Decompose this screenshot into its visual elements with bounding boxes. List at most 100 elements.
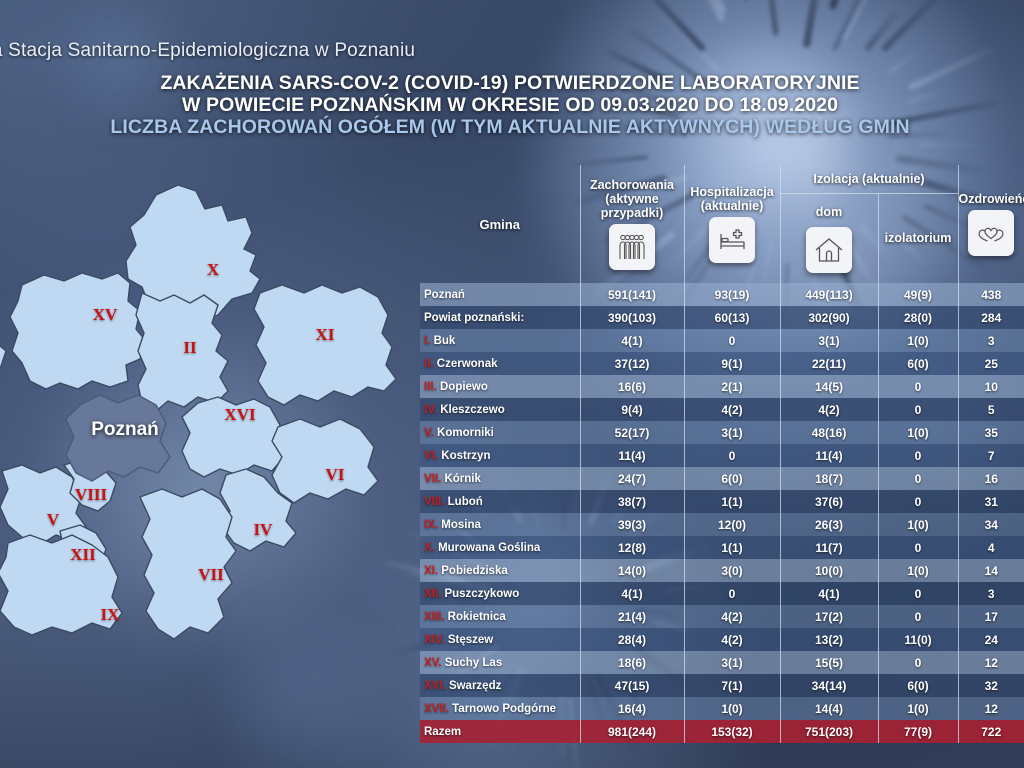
table-row: V. Komorniki 52(17) 3(1) 48(16) 1(0) 35 — [420, 421, 1024, 444]
cell-izolacja-dom: 34(14) — [779, 674, 878, 697]
roman-numeral: XVII. — [424, 702, 453, 715]
cell-izolacja-izolatorium: 0 — [877, 582, 958, 605]
map-label-IX: IX — [100, 605, 120, 624]
cell-zachorowania: 4(1) — [579, 329, 684, 352]
cell-izolacja-izolatorium: 0 — [877, 467, 958, 490]
header-gmina-label: Gmina — [479, 216, 520, 232]
cell-izolacja-izolatorium: 28(0) — [877, 306, 958, 329]
cell-izolacja-izolatorium: 1(0) — [877, 513, 958, 536]
roman-numeral: XIII. — [424, 610, 448, 623]
table-row: X. Murowana Goślina 12(8) 1(1) 11(7) 0 4 — [420, 536, 1024, 559]
background-blob — [45, 0, 195, 135]
cell-gmina: XI. Pobiedziska — [420, 559, 580, 582]
map-city-label: Poznań — [91, 419, 159, 440]
gmina-name: Stęszew — [447, 633, 494, 646]
map-region-VII — [139, 488, 237, 640]
table-row: Poznań 591(141) 93(19) 449(113) 49(9) 438 — [420, 283, 1024, 306]
header-izolacja-izolatorium: izolatorium — [877, 193, 958, 283]
cell-hospitalizacja: 3(1) — [683, 651, 780, 674]
map-region-IX — [0, 534, 123, 636]
cell-zachorowania: 37(12) — [579, 352, 684, 375]
people-group-icon — [609, 224, 655, 270]
map-label-XV: XV — [92, 305, 118, 324]
cell-zachorowania: 47(15) — [579, 674, 684, 697]
roman-numeral: XVI. — [424, 679, 449, 692]
cell-gmina: V. Komorniki — [420, 421, 580, 444]
cell-hospitalizacja: 0 — [683, 444, 780, 467]
cell-izolacja-dom: 37(6) — [779, 490, 878, 513]
cell-hospitalizacja: 7(1) — [683, 674, 780, 697]
cell-hospitalizacja: 93(19) — [683, 283, 780, 306]
cell-izolacja-izolatorium: 0 — [877, 605, 958, 628]
cell-izolacja-izolatorium: 1(0) — [877, 559, 958, 582]
cell-izolacja-izolatorium: 6(0) — [877, 674, 958, 697]
roman-numeral: VII. — [424, 472, 445, 485]
cell-izolacja-izolatorium: 11(0) — [877, 628, 958, 651]
cell-gmina: II. Czerwonak — [420, 352, 580, 375]
cell-ozdrowiency: 32 — [957, 674, 1024, 697]
roman-numeral: III. — [424, 380, 440, 393]
cell-ozdrowiency: 10 — [957, 375, 1024, 398]
gmina-name: Luboń — [447, 495, 483, 508]
cell-gmina: VI. Kostrzyn — [420, 444, 580, 467]
cell-izolacja-dom: 4(1) — [779, 582, 878, 605]
cell-izolacja-dom: 3(1) — [779, 329, 878, 352]
cell-gmina: VII. Kórnik — [420, 467, 580, 490]
cell-ozdrowiency: 25 — [957, 352, 1024, 375]
cell-izolacja-izolatorium: 0 — [877, 651, 958, 674]
cell-ozdrowiency: 3 — [957, 582, 1024, 605]
map-region-II — [135, 292, 229, 412]
organization-name: wa Stacja Sanitarno-Epidemiologiczna w P… — [0, 40, 416, 61]
cell-zachorowania: 12(8) — [579, 536, 684, 559]
cell-zachorowania: 4(1) — [579, 582, 684, 605]
cell-ozdrowiency: 3 — [957, 329, 1024, 352]
cell-zachorowania: 16(4) — [579, 697, 684, 720]
cell-ozdrowiency: 4 — [957, 536, 1024, 559]
cell-hospitalizacja: 153(32) — [683, 720, 780, 743]
cell-izolacja-dom: 4(2) — [779, 398, 878, 421]
cell-ozdrowiency: 35 — [957, 421, 1024, 444]
cell-izolacja-dom: 48(16) — [779, 421, 878, 444]
table-row: Powiat poznański: 390(103) 60(13) 302(90) 28… — [420, 306, 1024, 329]
table-row: IX. Mosina 39(3) 12(0) 26(3) 1(0) 34 — [420, 513, 1024, 536]
cell-ozdrowiency: 438 — [957, 283, 1024, 306]
table-row: VII. Kórnik 24(7) 6(0) 18(7) 0 16 — [420, 467, 1024, 490]
cell-ozdrowiency: 16 — [957, 467, 1024, 490]
gmina-name: Razem — [424, 725, 462, 738]
gmina-name: Puszczykowo — [444, 587, 520, 600]
cell-hospitalizacja: 2(1) — [683, 375, 780, 398]
cell-hospitalizacja: 12(0) — [683, 513, 780, 536]
gmina-name: Swarzędz — [448, 679, 502, 692]
map-label-VII: VII — [198, 565, 224, 584]
cell-zachorowania: 18(6) — [579, 651, 684, 674]
map-label-XVI: XVI — [224, 405, 256, 424]
cell-zachorowania: 11(4) — [579, 444, 684, 467]
cell-izolacja-izolatorium: 0 — [877, 375, 958, 398]
cell-zachorowania: 14(0) — [579, 559, 684, 582]
cell-hospitalizacja: 0 — [683, 329, 780, 352]
cell-zachorowania: 39(3) — [579, 513, 684, 536]
map-label-XII: XII — [70, 545, 96, 564]
cell-izolacja-dom: 10(0) — [779, 559, 878, 582]
roman-numeral: VIII. — [424, 495, 448, 508]
cell-zachorowania: 390(103) — [579, 306, 684, 329]
table-row-total: Razem 981(244) 153(32) 751(203) 77(9) 722 — [420, 720, 1024, 743]
poznan-county-map: XXVXIIIIIXIXVIVIIVIIIIVIIIVXIIVIIIXXIV P… — [0, 175, 430, 695]
gmina-name: Pobiedziska — [441, 564, 508, 577]
roman-numeral: VI. — [424, 449, 442, 462]
cell-zachorowania: 24(7) — [579, 467, 684, 490]
header-ozdrowiency: Ozdrowieńcy — [957, 165, 1024, 283]
cell-izolacja-dom: 15(5) — [779, 651, 878, 674]
map-svg — [0, 184, 397, 640]
roman-numeral: XI. — [424, 564, 442, 577]
header-hospitalizacja-l1: Hospitalizacja — [690, 185, 774, 199]
map-region-poznan-city — [65, 394, 171, 482]
cell-hospitalizacja: 1(0) — [683, 697, 780, 720]
table-row: XII. Puszczykowo 4(1) 0 4(1) 0 3 — [420, 582, 1024, 605]
gmina-name: Komorniki — [437, 426, 494, 439]
cell-izolacja-izolatorium: 1(0) — [877, 697, 958, 720]
roman-numeral: IV. — [424, 403, 441, 416]
cell-zachorowania: 28(4) — [579, 628, 684, 651]
cell-ozdrowiency: 12 — [957, 697, 1024, 720]
cell-izolacja-izolatorium: 0 — [877, 490, 958, 513]
